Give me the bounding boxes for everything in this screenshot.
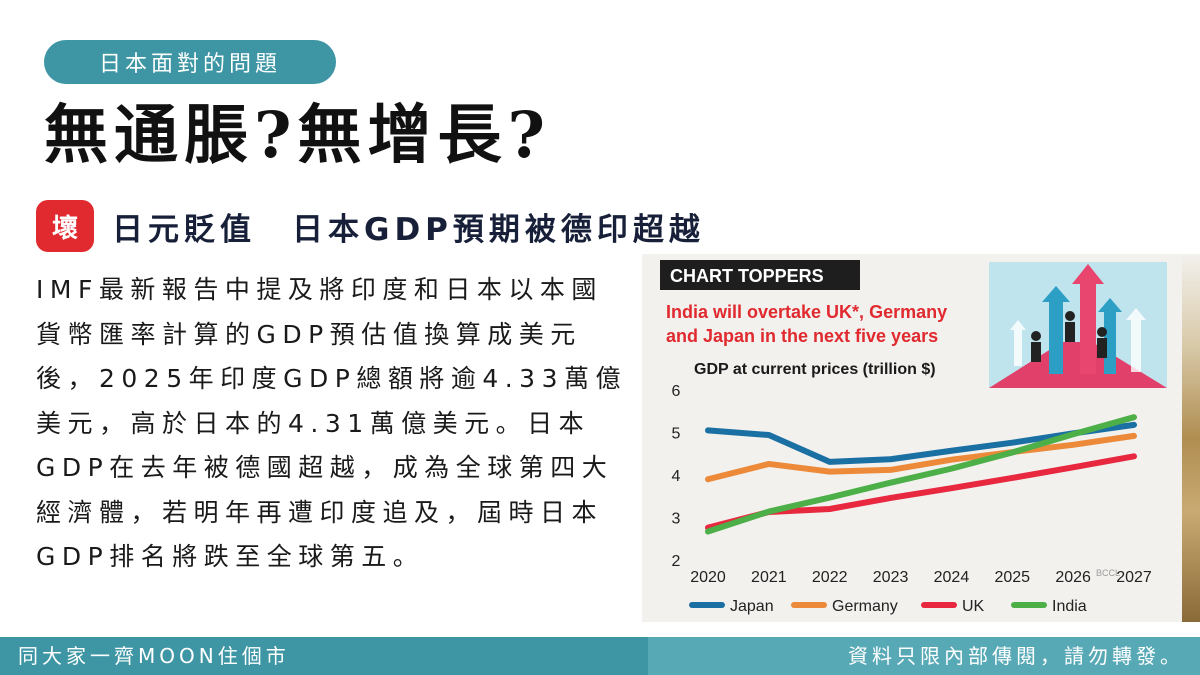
subheadline: 日元貶值 日本GDP預期被德印超越: [112, 211, 705, 248]
footer-slogan: 同大家一齊MOON住個市: [18, 644, 290, 668]
legend-label-uk: UK: [962, 598, 985, 615]
x-tick-label: 2025: [994, 569, 1030, 586]
x-tick-label: 2020: [690, 569, 726, 586]
chart-banner: CHART TOPPERS: [670, 266, 824, 286]
footer-disclaimer: 資料只限內部傳閱，請勿轉發。: [848, 644, 1184, 668]
y-tick-label: 5: [672, 426, 681, 443]
x-tick-label: 2022: [812, 569, 848, 586]
body-paragraph: IMF最新報告中提及將印度和日本以本國貨幣匯率計算的GDP預估值換算成美元後，2…: [36, 275, 627, 571]
x-tick-label: 2023: [873, 569, 909, 586]
bad-badge: 壞: [36, 200, 94, 252]
y-tick-label: 6: [672, 383, 681, 400]
chart-ylabel: GDP at current prices (trillion $): [694, 361, 936, 378]
runners-illustration: [989, 262, 1167, 388]
y-tick-label: 2: [672, 553, 681, 570]
legend-label-japan: Japan: [730, 598, 774, 615]
chart-title-line-1: India will overtake UK*, Germany: [666, 302, 947, 322]
footer-bar: 同大家一齊MOON住個市 資料只限內部傳閱，請勿轉發。: [0, 637, 1200, 675]
x-tick-label: 2024: [934, 569, 970, 586]
topic-pill: 日本面對的問題: [44, 40, 336, 84]
chart-banner-bg: [660, 260, 860, 290]
headline: 無通脹?無增長?: [44, 98, 551, 173]
legend-label-germany: Germany: [832, 598, 898, 615]
legend-label-india: India: [1052, 598, 1087, 615]
footer-right-panel: [648, 637, 1200, 675]
x-tick-label: 2021: [751, 569, 787, 586]
series-line-germany: [705, 432, 1137, 483]
series-line-india: [705, 414, 1137, 535]
x-tick-label: 2026: [1055, 569, 1091, 586]
y-tick-label: 3: [672, 511, 681, 528]
coins-image-edge: [1182, 254, 1200, 622]
x-tick-label: 2027: [1116, 569, 1152, 586]
chart-title-line-2: and Japan in the next five years: [666, 326, 938, 346]
chart-panel: CHART TOPPERS India will overtake UK*, G…: [642, 254, 1182, 622]
y-tick-label: 4: [672, 468, 681, 485]
gdp-line-chart: CHART TOPPERS India will overtake UK*, G…: [642, 254, 1182, 622]
chart-watermark: BCCL: [1096, 568, 1120, 578]
